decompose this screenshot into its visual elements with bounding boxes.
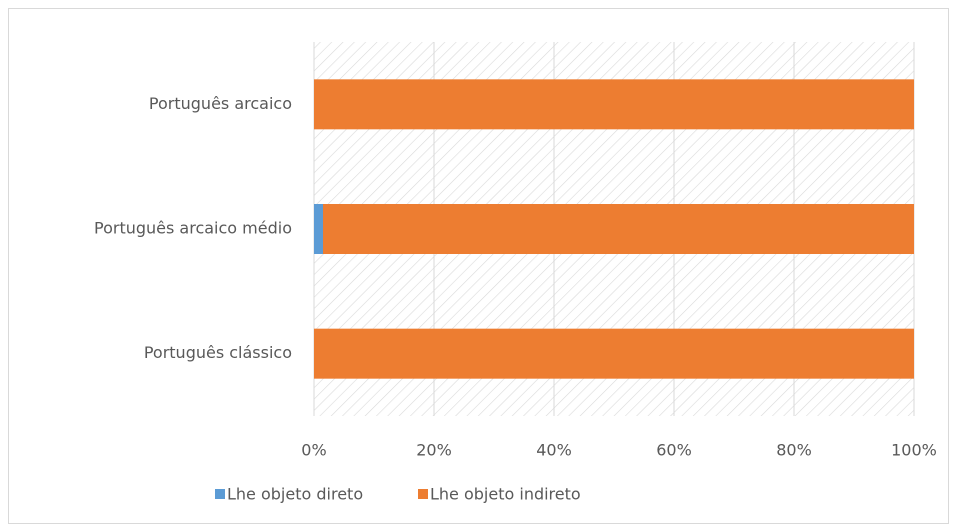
y-tick-label: Português arcaico bbox=[149, 94, 292, 113]
legend-label: Lhe objeto indireto bbox=[430, 485, 581, 504]
x-tick-label: 20% bbox=[416, 441, 452, 460]
x-tick-label: 0% bbox=[301, 441, 326, 460]
x-tick-label: 60% bbox=[656, 441, 692, 460]
x-tick-label: 80% bbox=[776, 441, 812, 460]
bar bbox=[314, 328, 914, 379]
bar bbox=[314, 79, 914, 130]
x-tick-label: 100% bbox=[891, 441, 937, 460]
x-tick-label: 40% bbox=[536, 441, 572, 460]
y-tick-label: Português clássico bbox=[144, 343, 292, 362]
bar bbox=[323, 204, 914, 254]
legend-label: Lhe objeto direto bbox=[227, 485, 363, 504]
legend-swatch bbox=[215, 489, 225, 499]
bar bbox=[314, 204, 323, 254]
y-tick-label: Português arcaico médio bbox=[94, 219, 292, 238]
legend-swatch bbox=[418, 489, 428, 499]
